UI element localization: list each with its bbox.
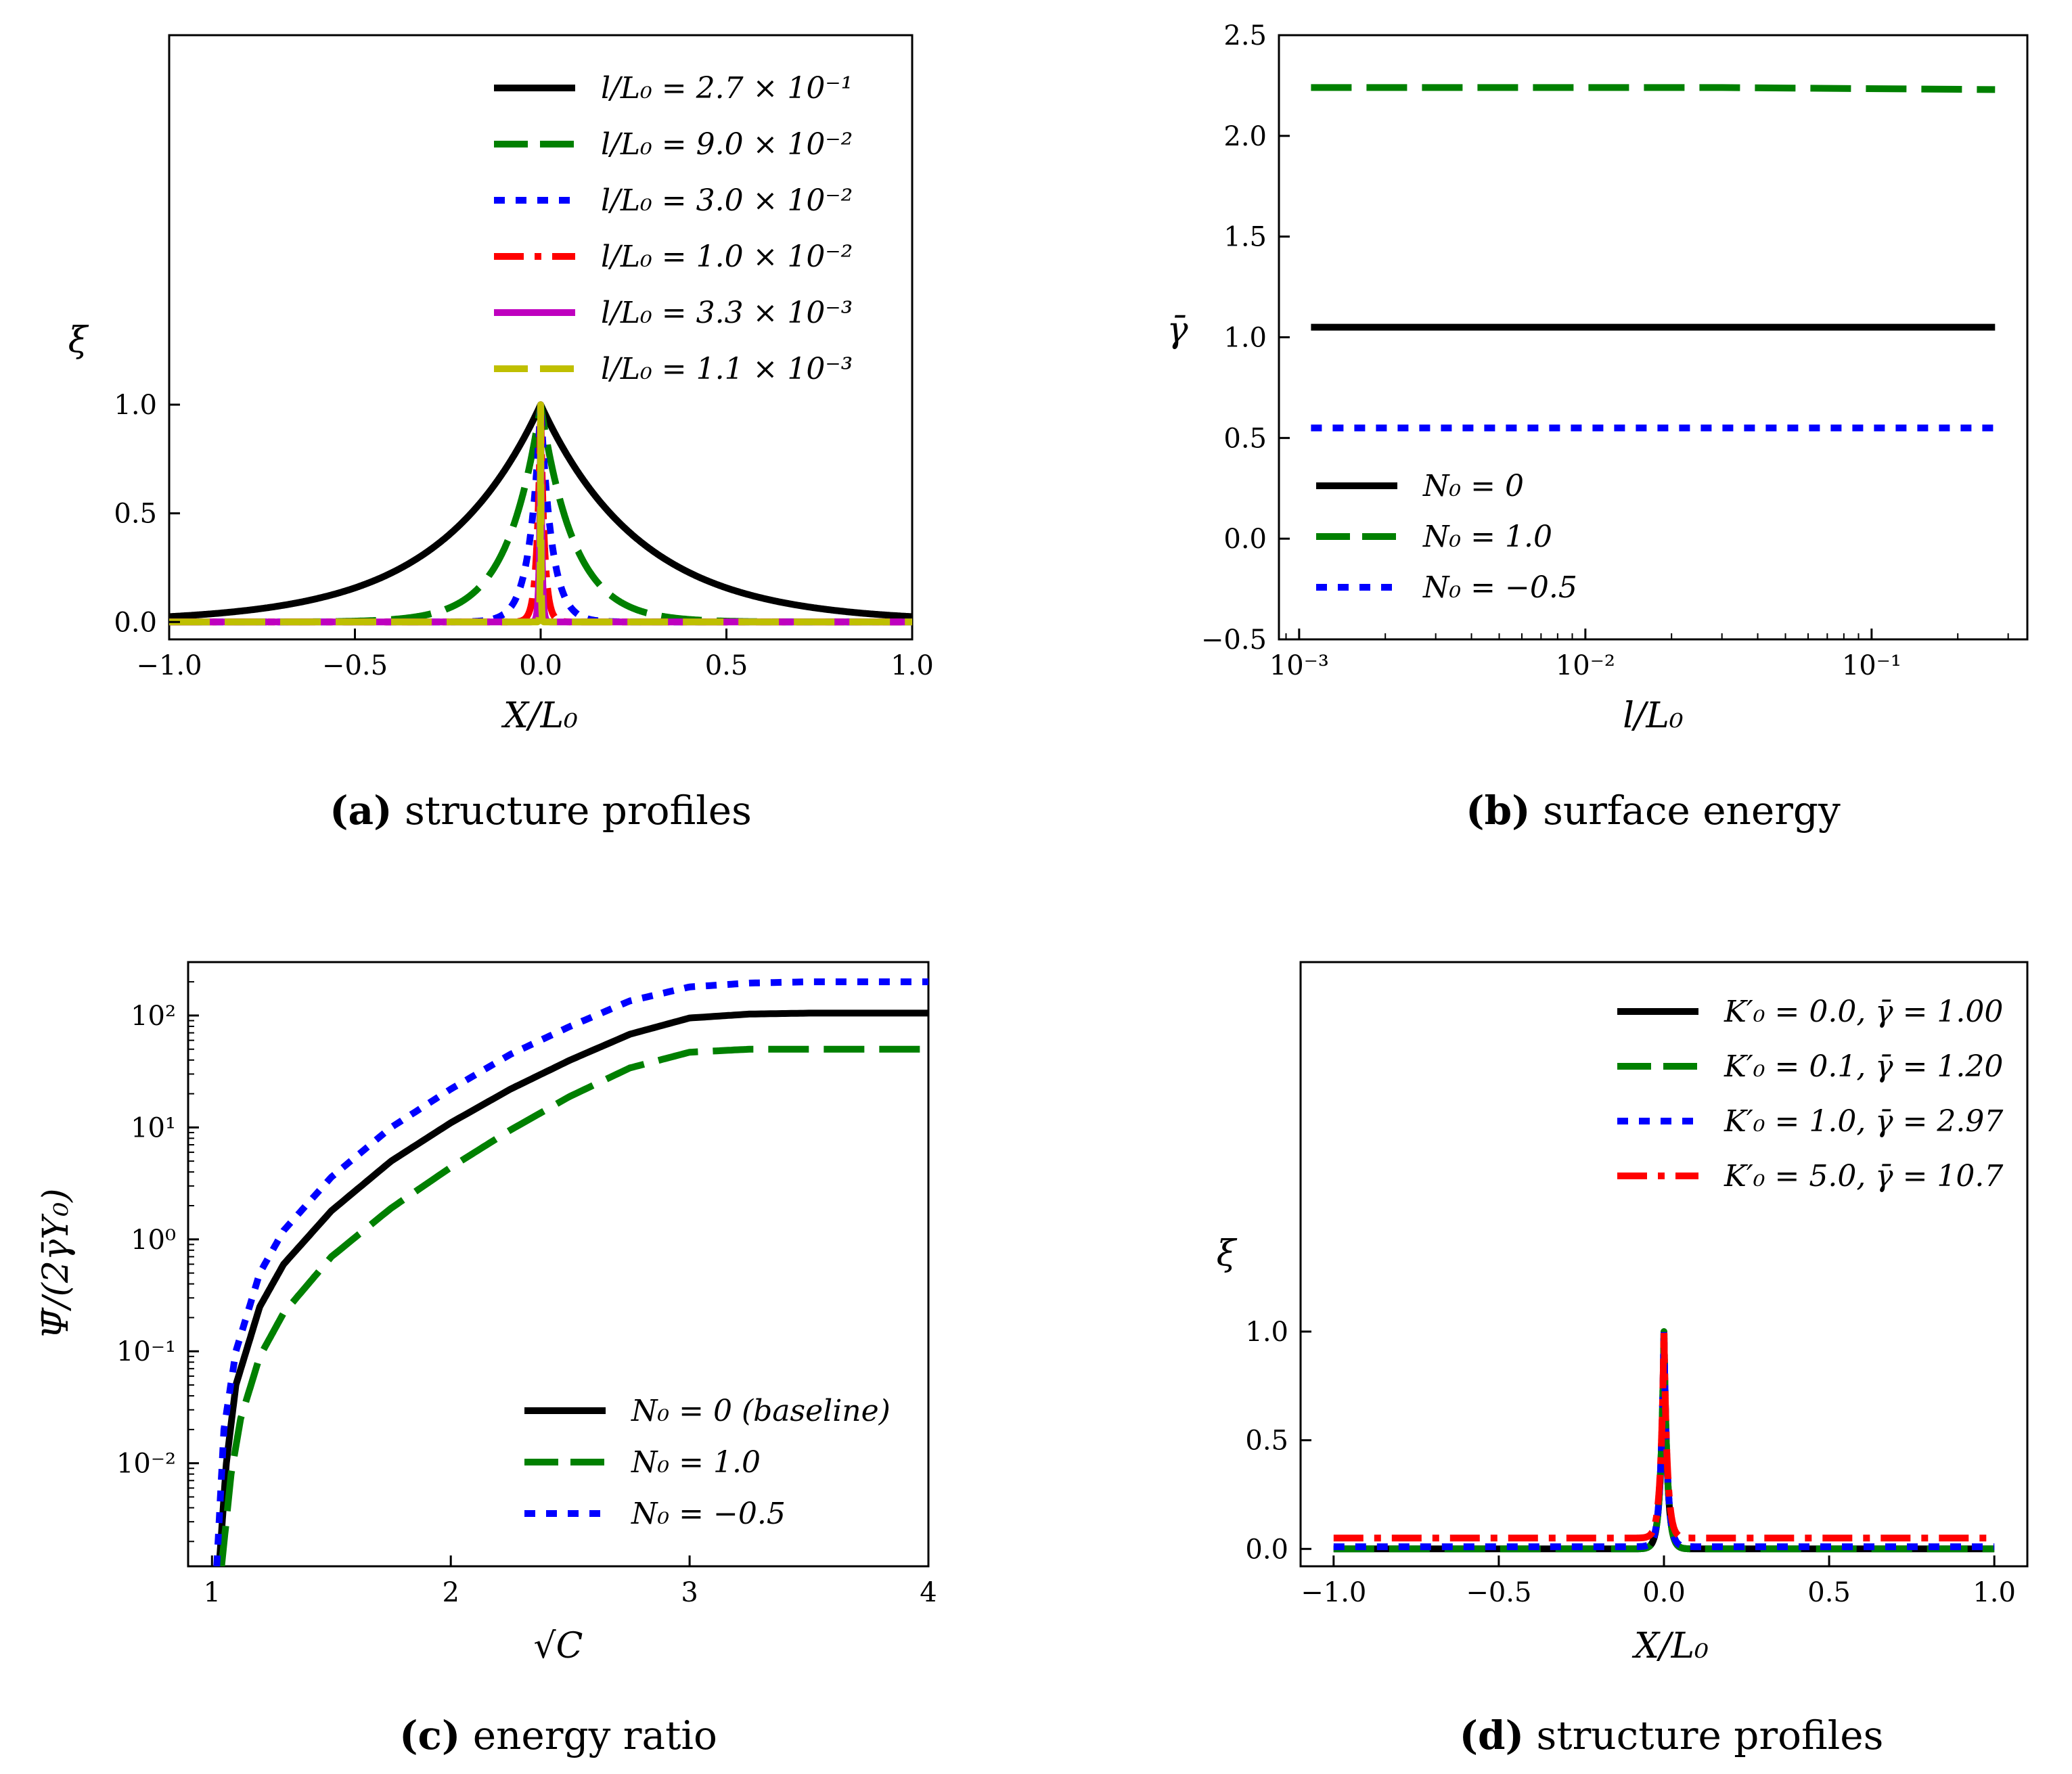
panel-d-xtick-label: 0.5 — [1807, 1577, 1851, 1608]
panel-a-caption: (a) structure profiles — [330, 788, 752, 834]
panel-b-ytick-label: 0.5 — [1223, 423, 1267, 454]
panel-d-ytick-label: 0.0 — [1245, 1534, 1288, 1565]
panel-a-series-5-line — [169, 401, 912, 626]
panel-b-xtick-label: 10⁻¹ — [1842, 650, 1901, 681]
panel-c-xtick-label: 3 — [681, 1577, 698, 1608]
panel-d-legend-label: K′₀ = 1.0, γ̄ = 2.97 — [1724, 1104, 2003, 1139]
panel-a-ytick-label: 1.0 — [114, 390, 157, 421]
panel-c-ytick-label: 10⁰ — [131, 1225, 176, 1256]
panel-a-xtick-label: 0.5 — [705, 650, 748, 681]
panel-b-ytick-label: 2.0 — [1223, 121, 1267, 152]
panel-c-xlabel: √C — [534, 1626, 583, 1666]
panel-a-legend-label: l/L₀ = 9.0 × 10⁻² — [601, 127, 853, 162]
panel-c-ytick-label: 10¹ — [131, 1112, 176, 1143]
panel-d-xtick-label: 0.0 — [1642, 1577, 1686, 1608]
panel-b-caption-label: (b) — [1466, 788, 1530, 834]
panel-b-ytick-label: 2.5 — [1223, 20, 1267, 51]
panel-d-caption-text: structure profiles — [1537, 1712, 1884, 1758]
panel-c-legend-label: N₀ = 0 (baseline) — [631, 1394, 891, 1428]
panel-c-caption-label: (c) — [399, 1712, 460, 1758]
panel-b-ytick-label: 0.0 — [1223, 524, 1267, 555]
panel-c-frame — [187, 961, 930, 1568]
panel-a: −1.0 −0.5 0.0 0.5 1.0 0.0 0.5 1.0 l/L₀ = 2.7 × … — [68, 34, 934, 834]
panel-c-xtick-label: 2 — [442, 1577, 459, 1608]
panel-b-ytick-label: −0.5 — [1201, 624, 1267, 656]
panel-a-ytick-label: 0.0 — [114, 607, 157, 638]
panel-a-legend-label: l/L₀ = 2.7 × 10⁻¹ — [601, 71, 853, 106]
panel-c-series-0-line — [215, 1009, 928, 1566]
panel-c-series-2-line — [213, 978, 928, 1566]
panel-a-legend-label: l/L₀ = 1.1 × 10⁻³ — [601, 352, 853, 386]
panel-d-xlabel: X/L₀ — [1631, 1626, 1709, 1666]
panel-a-caption-text: structure profiles — [405, 788, 752, 834]
panel-b-xlabel: l/L₀ — [1623, 696, 1684, 736]
panel-a-legend-label: l/L₀ = 3.3 × 10⁻³ — [601, 296, 853, 330]
panel-c-xtick-label: 1 — [204, 1577, 221, 1608]
panel-d-ytick-label: 1.0 — [1245, 1317, 1288, 1348]
panel-d-caption-label: (d) — [1460, 1712, 1524, 1758]
panel-c-ytick-label: 10⁻² — [116, 1449, 176, 1480]
panel-a-caption-label: (a) — [330, 788, 392, 834]
panel-a-xlabel: X/L₀ — [501, 696, 578, 736]
panel-c-legend-label: N₀ = −0.5 — [631, 1497, 786, 1531]
panel-d-ytick-label: 0.5 — [1245, 1426, 1288, 1457]
panel-c-caption: (c) energy ratio — [399, 1712, 717, 1758]
panel-b-legend-label: N₀ = −0.5 — [1422, 570, 1577, 605]
panel-a-legend-label: l/L₀ = 1.0 × 10⁻² — [601, 240, 853, 274]
panel-c-caption-text: energy ratio — [473, 1712, 717, 1758]
panel-a-xtick-label: −1.0 — [136, 650, 202, 681]
panel-b-xtick-label: 10⁻³ — [1269, 650, 1329, 681]
panel-d-legend-label: K′₀ = 0.0, γ̄ = 1.00 — [1724, 995, 2003, 1029]
panel-a-xtick-label: 0.0 — [519, 650, 562, 681]
panel-c-xtick-label: 4 — [920, 1577, 937, 1608]
panel-d-xtick-label: −1.0 — [1301, 1577, 1366, 1608]
panel-a-ylabel: ξ — [68, 320, 89, 361]
panel-b: 10⁻³ 10⁻² 10⁻¹ −0.5 0.0 0.5 1.0 1.5 2.0 2.5 N₀ = … — [1167, 20, 2029, 834]
panel-b-caption: (b) surface energy — [1466, 788, 1841, 834]
panel-b-legend-label: N₀ = 0 — [1422, 469, 1524, 503]
panel-b-frame — [1278, 34, 2029, 641]
panel-c-series-1-line — [218, 1045, 928, 1566]
panel-c-ytick-label: 10² — [131, 1001, 176, 1032]
panel-d-ylabel: ξ — [1217, 1233, 1238, 1274]
panel-a-xtick-label: 1.0 — [891, 650, 934, 681]
panel-b-ytick-label: 1.5 — [1223, 222, 1267, 253]
panel-b-legend-label: N₀ = 1.0 — [1422, 520, 1552, 554]
panel-a-ytick-label: 0.5 — [114, 499, 157, 530]
panel-d-xtick-label: −0.5 — [1466, 1577, 1531, 1608]
panel-c: 1 2 3 4 10⁻² 10⁻¹ 10⁰ 10¹ 10² N₀ = 0 (baseline) N… — [36, 961, 937, 1758]
panel-b-xtick-label: 10⁻² — [1556, 650, 1615, 681]
panel-a-legend-label: l/L₀ = 3.0 × 10⁻² — [601, 183, 853, 218]
panel-d-caption: (d) structure profiles — [1460, 1712, 1884, 1758]
panel-b-ytick-label: 1.0 — [1223, 323, 1267, 354]
panel-a-xtick-label: −0.5 — [322, 650, 388, 681]
panel-d-xtick-label: 1.0 — [1973, 1577, 2016, 1608]
panel-b-ylabel: γ̄ — [1167, 310, 1188, 350]
panel-d-legend-label: K′₀ = 5.0, γ̄ = 10.7 — [1724, 1159, 2003, 1193]
panel-c-ytick-label: 10⁻¹ — [116, 1336, 176, 1367]
panel-d-series-2-line — [1331, 1328, 1997, 1551]
panel-c-ylabel: Ψ̄/(2γ̄Υ₀) — [36, 1188, 76, 1339]
panel-c-legend-label: N₀ = 1.0 — [631, 1445, 761, 1480]
panel-d-legend-label: K′₀ = 0.1, γ̄ = 1.20 — [1724, 1049, 2003, 1084]
panel-b-series-1-line — [1311, 84, 1996, 93]
panel-d-series-3-line — [1331, 1328, 1997, 1542]
panel-b-caption-text: surface energy — [1543, 788, 1841, 834]
panel-d: −1.0 −0.5 0.0 0.5 1.0 0.0 0.5 1.0 K′₀ = 0.0, γ̄… — [1217, 961, 2029, 1758]
